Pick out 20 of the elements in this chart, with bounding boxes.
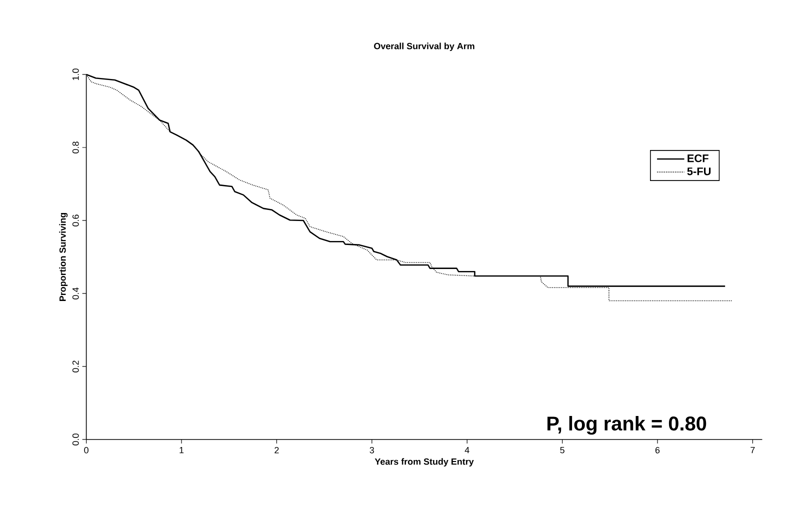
y-tick-label: 0.8 <box>72 142 79 154</box>
x-tick-label: 7 <box>750 446 755 454</box>
x-axis-title: Years from Study Entry <box>374 458 474 467</box>
y-tick-label: 0.6 <box>72 214 79 226</box>
x-tick-label: 2 <box>274 446 279 454</box>
annotation: P, log rank = 0.80 <box>547 416 706 435</box>
legend-label: ECF <box>688 154 708 162</box>
x-tick-label: 5 <box>560 446 564 454</box>
legend-label: 5-FU <box>687 168 711 176</box>
y-axis-title: Proportion Surviving <box>59 213 68 301</box>
y-tick-label: 0.0 <box>72 434 79 446</box>
y-tick-label: 0.4 <box>72 288 79 300</box>
x-tick-label: 1 <box>180 446 184 454</box>
y-tick-label: 0.2 <box>72 360 79 372</box>
y-tick-label: 1.0 <box>72 68 79 80</box>
x-tick-label: 4 <box>464 446 470 454</box>
x-tick-label: 0 <box>84 446 88 454</box>
x-tick-label: 3 <box>370 446 374 454</box>
chart-title: Overall Survival by Arm <box>374 42 474 52</box>
x-tick-label: 6 <box>655 446 660 454</box>
